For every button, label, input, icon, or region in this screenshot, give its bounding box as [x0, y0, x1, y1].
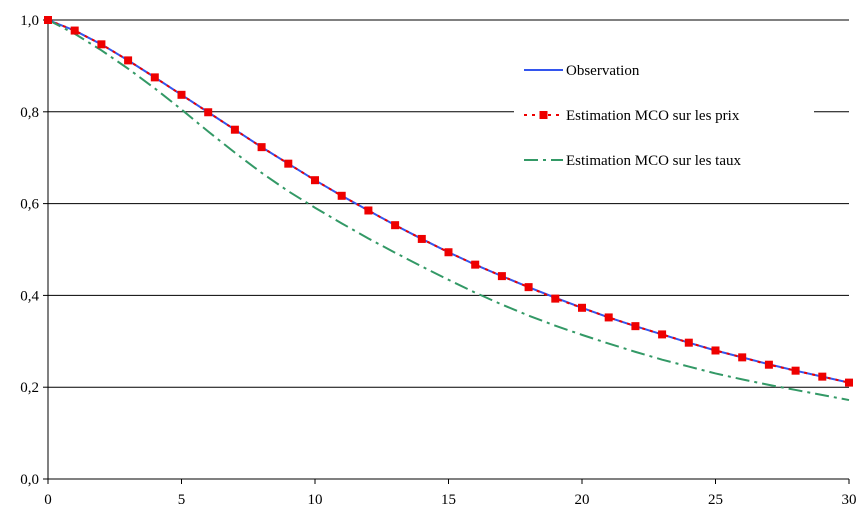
- data-point-marker: [711, 346, 720, 355]
- legend: Observation Estimation MCO sur les prix Es…: [524, 63, 741, 169]
- x-tick-label: 10: [308, 492, 323, 508]
- data-point-marker: [417, 234, 426, 243]
- data-point-marker: [524, 283, 533, 292]
- data-point-marker: [230, 125, 239, 134]
- data-point-marker: [311, 176, 319, 185]
- data-point-marker: [818, 372, 827, 381]
- y-tick-label: 0,2: [20, 380, 39, 396]
- data-point-marker: [364, 206, 373, 215]
- x-tick-label: 15: [441, 492, 456, 508]
- data-point-marker: [337, 191, 346, 200]
- data-point-marker: [257, 143, 266, 152]
- data-point-marker: [444, 248, 453, 257]
- data-point-marker: [738, 353, 747, 362]
- x-tick-labels: 0 5 10 15 20 25 30: [44, 479, 857, 508]
- legend-label-3: Estimation MCO sur les taux: [566, 153, 741, 169]
- data-point-marker: [845, 378, 853, 387]
- legend-label-2: Estimation MCO sur les prix: [566, 108, 740, 124]
- data-point-marker: [391, 221, 400, 230]
- data-point-marker: [97, 40, 106, 49]
- data-point-marker: [764, 360, 773, 369]
- grid-lines: [48, 19, 849, 388]
- data-point-marker: [284, 159, 293, 168]
- data-point-marker: [471, 260, 480, 269]
- data-point-marker: [204, 108, 213, 117]
- data-point-marker: [150, 73, 159, 82]
- series-line-3: [47, 19, 850, 402]
- data-point-marker: [631, 322, 640, 331]
- data-point-marker: [684, 338, 693, 347]
- y-tick-label: 0,6: [20, 197, 39, 213]
- data-point-marker: [70, 26, 79, 35]
- x-tick-label: 0: [44, 492, 52, 508]
- legend-label-1: Observation: [566, 63, 640, 79]
- data-point-marker: [124, 56, 133, 65]
- series-layer: [44, 16, 853, 402]
- legend-marker: [539, 111, 548, 119]
- x-tick-label: 5: [178, 492, 186, 508]
- y-tick-label: 1,0: [20, 13, 39, 29]
- data-point-marker: [551, 294, 560, 303]
- data-point-marker: [658, 330, 667, 339]
- x-tick-label: 25: [708, 492, 723, 508]
- data-point-marker: [604, 313, 613, 322]
- x-tick-label: 30: [842, 492, 857, 508]
- data-point-marker: [497, 272, 506, 281]
- data-point-marker: [578, 303, 586, 312]
- y-tick-label: 0,8: [20, 105, 39, 121]
- data-point-marker: [44, 16, 52, 24]
- data-point-marker: [177, 90, 186, 99]
- y-tick-label: 0,4: [20, 288, 39, 304]
- legend-box: [514, 48, 814, 187]
- y-tick-labels: 0,0 0,2 0,4 0,6 0,8 1,0: [20, 13, 48, 488]
- data-point-marker: [791, 366, 800, 375]
- y-tick-label: 0,0: [20, 472, 39, 488]
- x-tick-label: 20: [575, 492, 590, 508]
